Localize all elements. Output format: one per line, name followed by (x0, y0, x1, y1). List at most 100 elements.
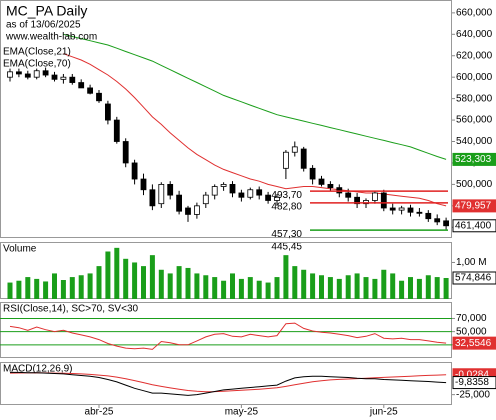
volume-bar (319, 275, 324, 299)
y-tick-label: 50,000 (456, 326, 487, 337)
candle-body (193, 205, 200, 215)
y-tick-label: 640,000 (456, 29, 493, 40)
volume-bar (336, 278, 342, 299)
volume-bar (96, 266, 102, 299)
line-series (9, 322, 447, 350)
panel-frame (0, 0, 452, 238)
volume-bar (265, 282, 271, 299)
candle-body (434, 218, 441, 223)
candle-body (131, 162, 138, 180)
volume-bar (399, 280, 405, 299)
volume-bar (43, 281, 49, 299)
candle-body (407, 207, 414, 213)
volume-bar (238, 278, 244, 299)
candle-body (229, 183, 236, 194)
candle-body (202, 194, 209, 205)
volume-bar (78, 275, 84, 299)
volume-bar (7, 282, 13, 299)
candle-body (371, 192, 378, 201)
candle-body (425, 212, 432, 220)
volume-bar (114, 247, 120, 299)
candle-body (336, 187, 343, 194)
candle-body (247, 189, 254, 198)
volume-bar (158, 269, 164, 299)
candle-body (443, 220, 450, 227)
candle-body (60, 76, 67, 80)
candle-body (87, 87, 93, 94)
level-label: 445,45 (271, 242, 302, 253)
y-tick-label: 1,00 M (456, 257, 487, 268)
volume-bar (327, 277, 333, 299)
volume-bar (167, 273, 173, 299)
volume-bar (416, 278, 422, 299)
panel-title: Volume (3, 244, 37, 255)
volume-bar (69, 277, 75, 299)
volume-bar (212, 277, 218, 299)
volume-bar (408, 277, 413, 299)
value-box-label: 461,400 (455, 220, 492, 231)
candle-body (176, 194, 183, 212)
candle-body (33, 70, 40, 78)
volume-bar (425, 275, 431, 299)
candle-body (24, 73, 31, 78)
x-tick-label: abr-25 (85, 407, 114, 418)
volume-bar (363, 277, 369, 299)
value-box (452, 199, 496, 213)
candle-body (69, 76, 76, 83)
candle-body (122, 141, 129, 164)
line-series (10, 371, 447, 396)
candle-body (309, 167, 316, 180)
volume-bar (301, 269, 307, 299)
candle-body (42, 70, 49, 76)
candle-body (389, 207, 396, 211)
candle-body (158, 183, 165, 205)
value-box (452, 336, 496, 350)
value-box-label: -0,0284 (455, 369, 489, 380)
candle-body (398, 207, 405, 211)
source: www.wealth-lab.com (5, 32, 97, 43)
volume-bar (390, 273, 396, 299)
volume-bar (381, 269, 387, 299)
candle-body (185, 207, 191, 215)
candle-body (220, 183, 227, 187)
volume-bar (141, 266, 146, 299)
volume-bar (87, 273, 93, 299)
volume-bar (176, 266, 182, 299)
volume-bar (247, 277, 253, 299)
volume-bar (443, 277, 449, 299)
y-tick-label: 660,000 (456, 8, 493, 19)
volume-bar (230, 273, 235, 299)
value-box (452, 271, 496, 285)
legend-entry: EMA(Close,70) (3, 59, 71, 70)
level-label: 493,70 (271, 190, 302, 201)
volume-bar (310, 273, 316, 299)
volume-bar (256, 280, 262, 299)
chart-title: MC_PA Daily (6, 3, 87, 19)
volume-bar (292, 266, 298, 299)
volume-bar (149, 255, 155, 299)
y-tick-label: 560,000 (456, 115, 493, 126)
y-tick-label: 500,000 (456, 179, 493, 190)
value-box (452, 219, 496, 233)
volume-bar (354, 273, 360, 299)
volume-bar (132, 262, 138, 299)
volume-bar (434, 277, 440, 299)
value-box (452, 152, 496, 166)
volume-bar (221, 280, 227, 299)
y-tick-label: 70,000 (456, 313, 487, 324)
volume-bar (194, 273, 200, 299)
candle-body (96, 92, 102, 102)
y-tick-label: 620,000 (456, 50, 493, 61)
volume-bar (60, 280, 66, 299)
candle-body (51, 74, 58, 80)
candle-body (363, 200, 369, 205)
value-box-label: 574,846 (455, 273, 492, 284)
candle-body (318, 178, 325, 185)
candle-body (113, 119, 120, 142)
volume-bar (372, 278, 378, 299)
panel-frame (0, 362, 452, 405)
volume-bar (123, 258, 129, 299)
candle-body (7, 71, 13, 78)
volume-bar (283, 255, 289, 299)
